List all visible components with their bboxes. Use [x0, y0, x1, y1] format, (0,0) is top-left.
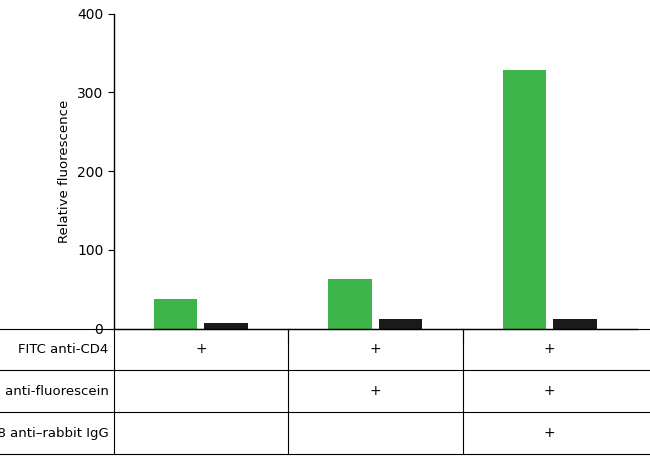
- Bar: [379, 319, 422, 329]
- Text: +: +: [544, 342, 556, 357]
- Text: +: +: [195, 342, 207, 357]
- Text: +: +: [370, 385, 381, 398]
- Bar: [328, 279, 372, 329]
- Text: +: +: [370, 342, 381, 357]
- Text: +: +: [544, 385, 556, 398]
- Bar: [154, 299, 198, 329]
- Bar: [205, 323, 248, 329]
- Bar: [553, 319, 597, 329]
- Text: FITC anti-CD4: FITC anti-CD4: [18, 343, 109, 356]
- Y-axis label: Relative fluorescence: Relative fluorescence: [58, 100, 72, 243]
- Text: +: +: [544, 426, 556, 441]
- Text: Alexa Fluor 488 anti–rabbit IgG: Alexa Fluor 488 anti–rabbit IgG: [0, 427, 109, 440]
- Text: Alexa Fluor 488 anti-fluorescein: Alexa Fluor 488 anti-fluorescein: [0, 385, 109, 398]
- Bar: [502, 70, 546, 329]
